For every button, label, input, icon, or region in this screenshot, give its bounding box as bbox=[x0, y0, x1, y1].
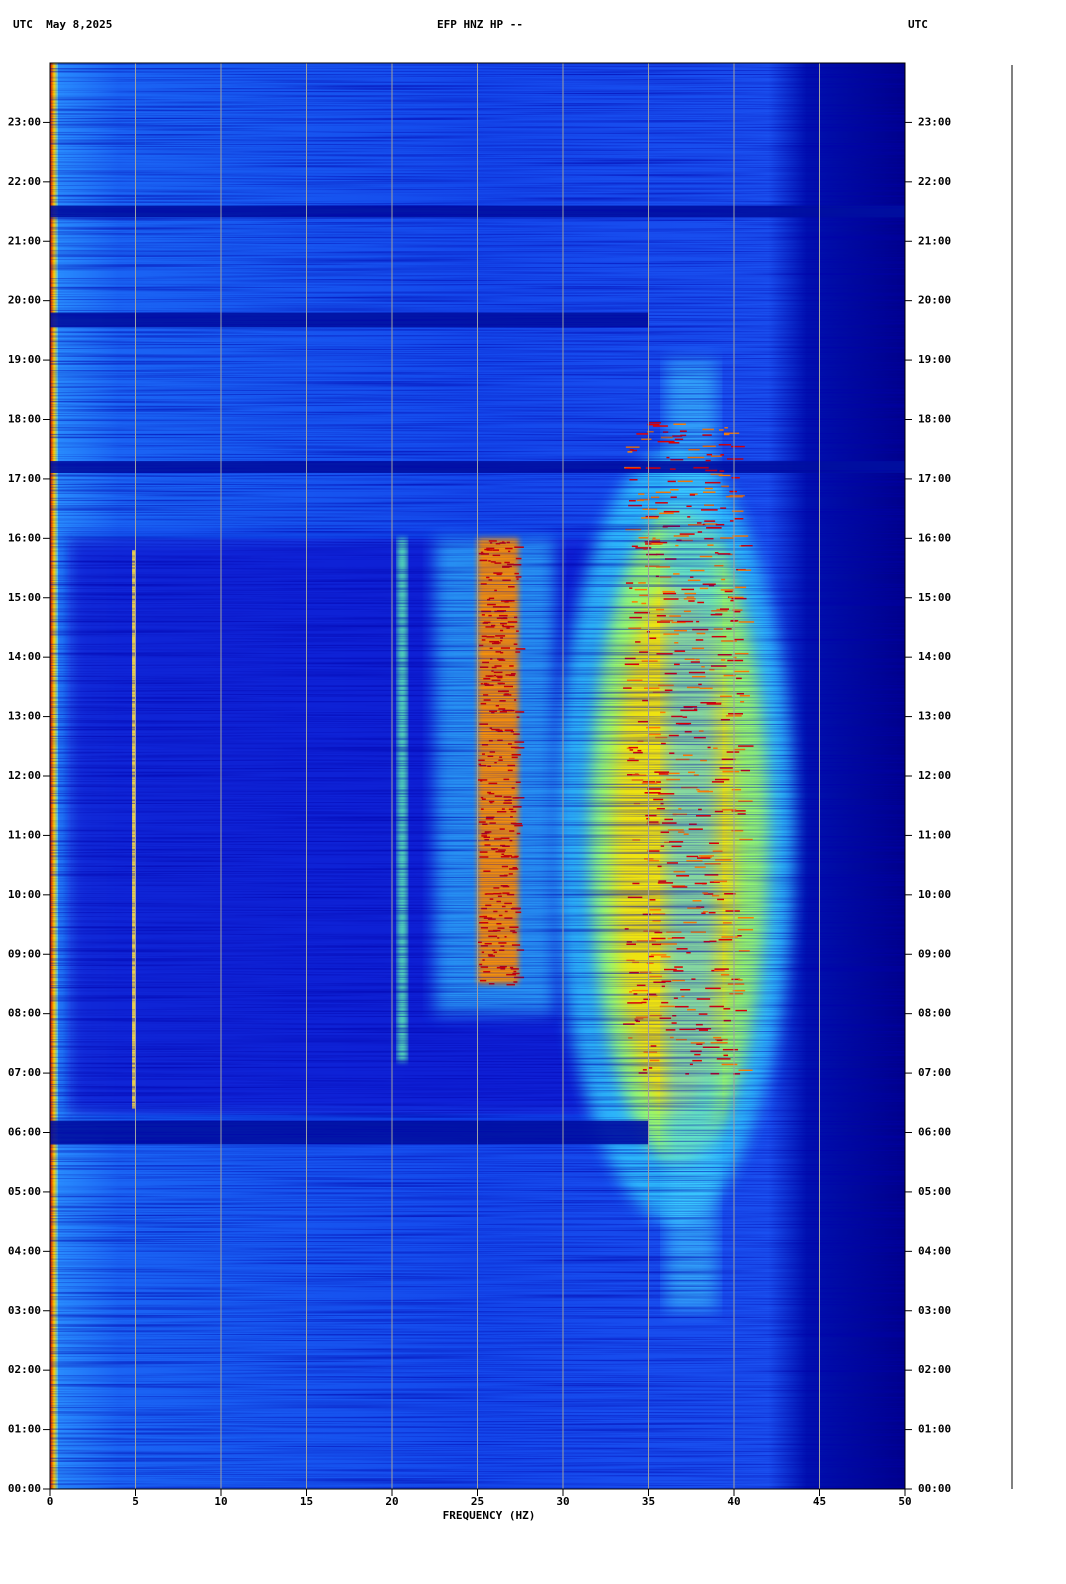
x-tick-label: 50 bbox=[898, 1495, 911, 1508]
y-tick-label-right: 11:00 bbox=[918, 828, 951, 841]
y-tick-label: 08:00 bbox=[8, 1007, 41, 1020]
y-tick-label-right: 05:00 bbox=[918, 1185, 951, 1198]
y-tick-label-right: 07:00 bbox=[918, 1066, 951, 1079]
y-tick-label-right: 06:00 bbox=[918, 1126, 951, 1139]
y-tick-label: 02:00 bbox=[8, 1363, 41, 1376]
y-tick-label-right: 12:00 bbox=[918, 769, 951, 782]
y-tick-label-right: 04:00 bbox=[918, 1244, 951, 1257]
y-tick-label-right: 19:00 bbox=[918, 353, 951, 366]
y-tick-label-right: 03:00 bbox=[918, 1304, 951, 1317]
x-tick-label: 5 bbox=[132, 1495, 139, 1508]
y-tick-label: 15:00 bbox=[8, 591, 41, 604]
y-tick-label: 23:00 bbox=[8, 115, 41, 128]
y-tick-label-right: 15:00 bbox=[918, 591, 951, 604]
y-tick-label: 09:00 bbox=[8, 947, 41, 960]
y-tick-label: 04:00 bbox=[8, 1244, 41, 1257]
y-tick-label-right: 20:00 bbox=[918, 294, 951, 307]
y-tick-label-right: 23:00 bbox=[918, 115, 951, 128]
y-tick-label-right: 14:00 bbox=[918, 650, 951, 663]
y-tick-label-right: 01:00 bbox=[918, 1423, 951, 1436]
y-tick-label: 19:00 bbox=[8, 353, 41, 366]
x-tick-label: 15 bbox=[300, 1495, 313, 1508]
y-tick-label: 21:00 bbox=[8, 234, 41, 247]
y-tick-label-right: 22:00 bbox=[918, 175, 951, 188]
y-tick-label: 00:00 bbox=[8, 1482, 41, 1495]
header-left: UTC May 8,2025 bbox=[13, 18, 112, 31]
x-tick-label: 20 bbox=[385, 1495, 398, 1508]
y-tick-label-right: 08:00 bbox=[918, 1007, 951, 1020]
x-tick-label: 30 bbox=[556, 1495, 569, 1508]
y-tick-label: 10:00 bbox=[8, 888, 41, 901]
y-tick-label-right: 13:00 bbox=[918, 710, 951, 723]
y-tick-label: 22:00 bbox=[8, 175, 41, 188]
x-tick-label: 35 bbox=[642, 1495, 655, 1508]
x-tick-label: 40 bbox=[727, 1495, 740, 1508]
x-axis-title: FREQUENCY (HZ) bbox=[443, 1509, 536, 1522]
y-tick-label: 11:00 bbox=[8, 828, 41, 841]
y-tick-label: 03:00 bbox=[8, 1304, 41, 1317]
y-tick-label-right: 17:00 bbox=[918, 472, 951, 485]
y-tick-label-right: 10:00 bbox=[918, 888, 951, 901]
y-tick-label: 01:00 bbox=[8, 1423, 41, 1436]
x-tick-label: 10 bbox=[214, 1495, 227, 1508]
y-tick-label: 06:00 bbox=[8, 1126, 41, 1139]
y-tick-label: 07:00 bbox=[8, 1066, 41, 1079]
y-tick-label-right: 00:00 bbox=[918, 1482, 951, 1495]
y-tick-label: 14:00 bbox=[8, 650, 41, 663]
y-tick-label: 13:00 bbox=[8, 710, 41, 723]
y-tick-label-right: 09:00 bbox=[918, 947, 951, 960]
y-tick-label-right: 21:00 bbox=[918, 234, 951, 247]
header-center: EFP HNZ HP -- bbox=[437, 18, 523, 31]
y-tick-label: 12:00 bbox=[8, 769, 41, 782]
spectrogram bbox=[50, 63, 905, 1489]
y-tick-label: 17:00 bbox=[8, 472, 41, 485]
y-tick-label-right: 02:00 bbox=[918, 1363, 951, 1376]
x-tick-label: 0 bbox=[47, 1495, 54, 1508]
y-tick-label: 20:00 bbox=[8, 294, 41, 307]
y-tick-label: 18:00 bbox=[8, 413, 41, 426]
x-tick-label: 25 bbox=[471, 1495, 484, 1508]
y-tick-label-right: 16:00 bbox=[918, 531, 951, 544]
y-tick-label: 05:00 bbox=[8, 1185, 41, 1198]
x-tick-label: 45 bbox=[813, 1495, 826, 1508]
header-right: UTC bbox=[908, 18, 928, 31]
y-tick-label: 16:00 bbox=[8, 531, 41, 544]
y-tick-label-right: 18:00 bbox=[918, 413, 951, 426]
